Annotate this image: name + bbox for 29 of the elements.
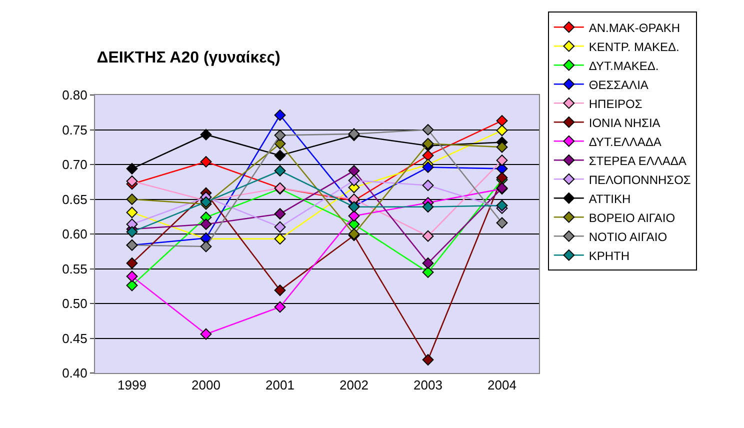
legend-label: ΒΟΡΕΙΟ ΑΙΓΑΙΟ bbox=[588, 210, 676, 225]
legend-label: ΔΥΤ.ΕΛΛΑΔΑ bbox=[588, 134, 662, 149]
x-tick-label: 2001 bbox=[266, 378, 294, 393]
legend-label: ΙΟΝΙΑ ΝΗΣΙΑ bbox=[588, 116, 660, 130]
legend-label: ΔΥΤ.ΜΑΚΕΔ. bbox=[588, 58, 659, 73]
legend-label: ΑΤΤΙΚΗ bbox=[588, 192, 631, 206]
y-tick-label: 0.40 bbox=[62, 366, 88, 381]
x-tick-label: 1999 bbox=[118, 378, 146, 393]
x-tick-label: 2004 bbox=[488, 378, 516, 393]
legend-label: ΝΟΤΙΟ ΑΙΓΑΙΟ bbox=[588, 230, 668, 244]
x-tick-label: 2002 bbox=[340, 378, 368, 393]
y-tick-label: 0.65 bbox=[62, 192, 88, 207]
legend-label: ΚΡΗΤΗ bbox=[588, 248, 630, 263]
y-tick-label: 0.55 bbox=[62, 261, 88, 276]
y-tick-label: 0.45 bbox=[62, 330, 88, 346]
legend-label: ΑΝ.ΜΑΚ-ΘΡΑΚΗ bbox=[588, 20, 680, 35]
legend-label: ΘΕΣΣΑΛΙΑ bbox=[588, 78, 648, 92]
y-tick-label: 0.60 bbox=[62, 226, 88, 242]
x-tick-label: 2000 bbox=[192, 378, 220, 393]
legend-label: ΗΠΕΙΡΟΣ bbox=[588, 96, 642, 111]
y-tick-label: 0.75 bbox=[62, 122, 88, 138]
chart-title: ΔΕΙΚΤΗΣ Α20 (γυναίκες) bbox=[96, 50, 280, 67]
x-tick-label: 2003 bbox=[414, 378, 442, 393]
y-tick-label: 0.70 bbox=[62, 157, 88, 172]
y-tick-label: 0.50 bbox=[62, 296, 88, 312]
legend-label: ΣΤΕΡΕΑ ΕΛΛΑΔΑ bbox=[588, 154, 686, 168]
y-tick-label: 0.80 bbox=[62, 88, 88, 103]
legend-label: ΠΕΛΟΠΟΝΝΗΣΟΣ bbox=[588, 172, 691, 187]
legend-label: ΚΕΝΤΡ. ΜΑΚΕΔ. bbox=[588, 40, 680, 54]
